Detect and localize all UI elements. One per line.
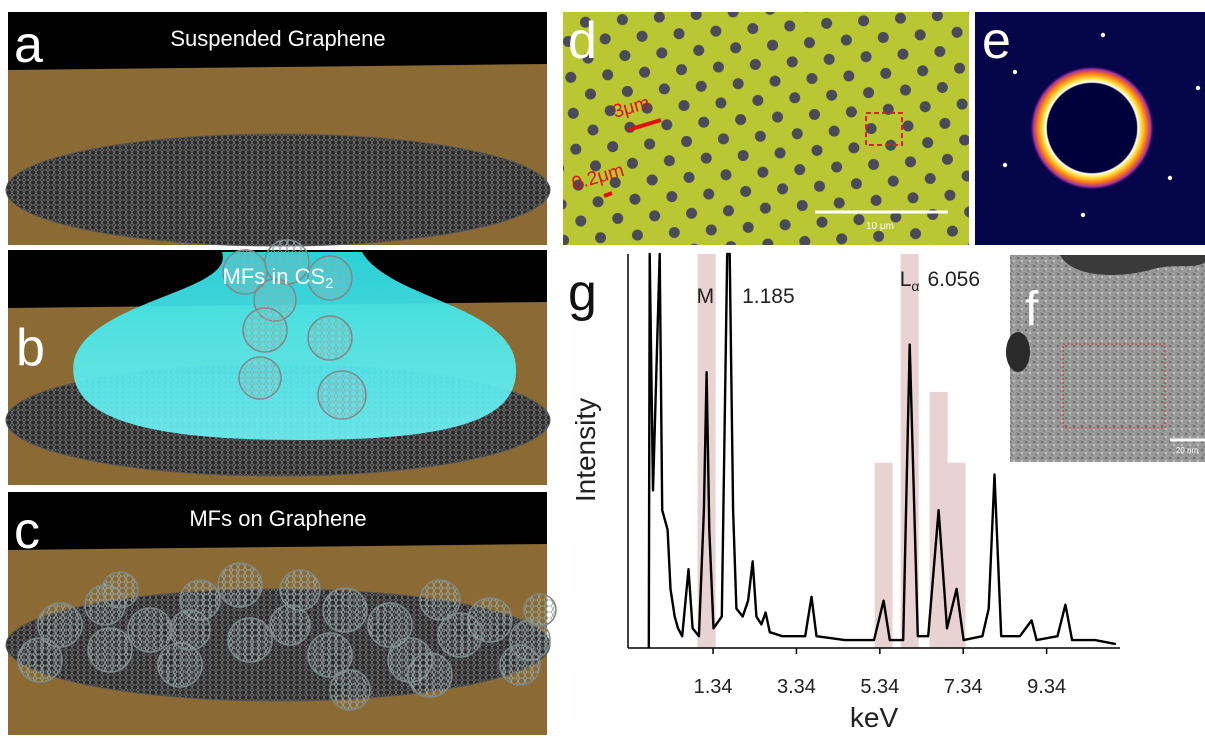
diffraction-spot: [1101, 33, 1105, 37]
diffraction-spot: [1081, 213, 1085, 217]
fullerene: [239, 357, 281, 399]
tem-image: [1010, 255, 1205, 462]
panel-title: Suspended Graphene: [170, 26, 385, 51]
scale-bar-label: 10 μm: [866, 221, 894, 232]
x-axis-label: keV: [850, 702, 899, 733]
x-tick-label: 5.34: [860, 676, 899, 698]
figure: Suspended Graphene a MFs in CS2 b MFs on Gra…: [0, 0, 1205, 738]
panel-label: b: [16, 319, 45, 377]
fullerene: [170, 610, 210, 650]
fullerene: [408, 653, 452, 697]
highlight-band: [875, 463, 893, 648]
panel-label: e: [982, 12, 1011, 70]
fullerene: [270, 605, 310, 645]
highlight-band: [948, 463, 966, 648]
fullerene: [102, 572, 138, 608]
fullerene: [18, 638, 62, 682]
fullerene: [438, 613, 482, 657]
panel-f: 20 nm f: [1006, 255, 1205, 462]
graphene-sheet: [6, 134, 550, 246]
diffraction-ring: [1030, 66, 1154, 190]
fullerene: [500, 645, 540, 685]
tem-feature: [1006, 332, 1030, 372]
fullerene: [323, 588, 367, 632]
panel-title: MFs on Graphene: [189, 506, 366, 531]
panel-c: MFs on Graphene c: [6, 492, 556, 735]
annotation-line: M: [697, 285, 715, 308]
fullerene: [88, 628, 132, 672]
annotation-value: 6.056: [927, 268, 980, 291]
x-tick-label: 3.34: [777, 676, 816, 698]
panel-b: MFs in CS2 b: [6, 240, 550, 485]
panel-label: a: [14, 16, 43, 74]
fullerene: [308, 316, 352, 360]
illustrations: Suspended Graphene a MFs in CS2 b MFs on Gra…: [6, 12, 556, 735]
panel-label: g: [568, 264, 597, 322]
diffraction-spot: [1003, 163, 1007, 167]
fullerene: [524, 594, 556, 626]
annotation: M 1.185: [697, 285, 795, 308]
diffraction-spot: [1013, 70, 1017, 74]
x-tick-label: 9.34: [1027, 676, 1066, 698]
annotation-line: L: [900, 268, 912, 291]
panel-label: f: [1025, 283, 1039, 336]
scale-mark-line: [604, 193, 612, 196]
x-tick-label: 1.34: [694, 676, 733, 698]
title-text: MFs in CS: [222, 264, 325, 289]
panel-label: c: [14, 502, 40, 560]
x-tick-label: 7.34: [944, 676, 983, 698]
annotation-value: 1.185: [742, 285, 795, 308]
fullerene: [218, 563, 262, 607]
diffraction-spot: [1168, 176, 1172, 180]
panel-e: e: [975, 12, 1205, 245]
title-text: MFs on Graphene: [189, 506, 366, 531]
panel-a: Suspended Graphene a: [6, 12, 550, 246]
fullerene: [128, 608, 172, 652]
title-subscript: 2: [325, 275, 333, 292]
fullerene: [318, 371, 366, 419]
annotation-subscript: α: [911, 278, 919, 294]
diffraction-spot: [1196, 86, 1200, 90]
fullerene: [330, 670, 370, 710]
scale-bar-label: 20 nm: [1176, 446, 1199, 455]
fullerene: [228, 618, 272, 662]
optical-image: [563, 12, 969, 245]
title-text: Suspended Graphene: [170, 26, 385, 51]
y-axis-label: Intensity: [570, 398, 601, 502]
fullerene: [243, 308, 287, 352]
panel-label: d: [568, 12, 597, 70]
panel-title: MFs in CS2: [222, 264, 333, 292]
fullerene: [280, 570, 320, 610]
